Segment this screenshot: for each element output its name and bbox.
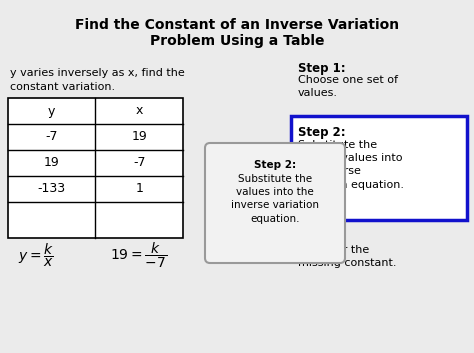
Text: Solve for the
missing constant.: Solve for the missing constant. [298,245,396,268]
FancyBboxPatch shape [8,98,183,238]
Text: Find the Constant of an Inverse Variation: Find the Constant of an Inverse Variatio… [75,18,399,32]
Text: 1: 1 [135,183,143,196]
FancyBboxPatch shape [224,250,252,260]
Text: Step 3:: Step 3: [298,232,346,245]
Polygon shape [215,243,250,253]
Text: $y=\dfrac{k}{x}$: $y=\dfrac{k}{x}$ [18,241,54,269]
Text: 19: 19 [44,156,60,169]
Text: Choose one set of
values.: Choose one set of values. [298,75,398,98]
Text: Substitute the
chosen values into
the inverse
variation equation.: Substitute the chosen values into the in… [298,140,404,190]
Text: y: y [48,104,55,118]
Text: -7: -7 [46,131,58,144]
Text: 19: 19 [131,131,147,144]
Text: x: x [136,104,143,118]
Text: Step 2:: Step 2: [298,126,346,139]
Text: Problem Using a Table: Problem Using a Table [150,34,324,48]
Text: -7: -7 [133,156,146,169]
FancyBboxPatch shape [291,116,467,220]
Text: -133: -133 [38,183,66,196]
Text: Step 2:: Step 2: [254,160,296,170]
Text: Step 1:: Step 1: [298,62,346,75]
Text: Substitute the
values into the
inverse variation
equation.: Substitute the values into the inverse v… [231,174,319,223]
Text: $19=\dfrac{k}{-7}$: $19=\dfrac{k}{-7}$ [110,240,167,270]
Text: y varies inversely as x, find the: y varies inversely as x, find the [10,68,185,78]
FancyBboxPatch shape [205,143,345,263]
Text: constant variation.: constant variation. [10,82,115,92]
